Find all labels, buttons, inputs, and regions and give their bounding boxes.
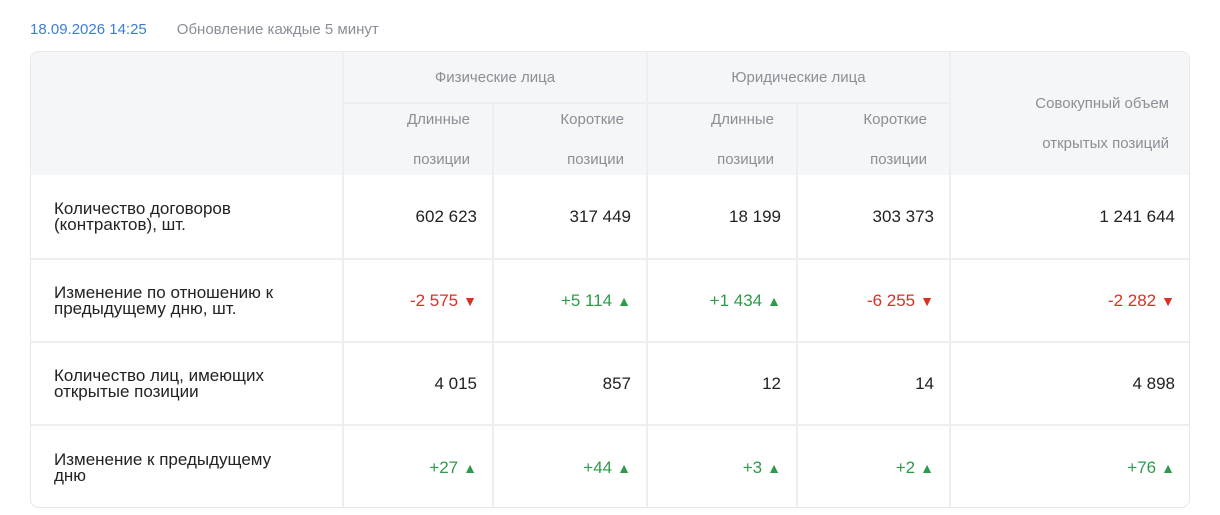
table-cell: 303 373 (798, 175, 949, 258)
table-cell: +44 ▲ (494, 426, 646, 507)
grid-divider (31, 258, 1189, 260)
row-label-line: Изменение к предыдущему (54, 449, 272, 469)
table-cell: +1 434 ▲ (648, 260, 796, 341)
cell-value: 18 199 (729, 206, 781, 226)
table-cell: +2 ▲ (798, 426, 949, 507)
table-cell: 12 (648, 343, 796, 424)
row-label-line: Количество лиц, имеющих (54, 365, 264, 385)
cell-value: 303 373 (872, 206, 934, 226)
triangle-up-icon: ▲ (463, 459, 477, 476)
grid-divider (342, 52, 344, 507)
table-cell: 1 241 644 (951, 175, 1189, 258)
cell-value: 602 623 (415, 206, 477, 226)
cell-value: 4 898 (1132, 373, 1175, 393)
column-header-label-line: Короткие (863, 110, 927, 128)
cell-value: -6 255 (866, 290, 916, 310)
grid-divider (31, 424, 1189, 426)
column-header-label-line: позиции (870, 150, 927, 168)
column-header-label-line: Короткие (560, 110, 624, 128)
triangle-up-icon: ▲ (1161, 459, 1175, 476)
table-cell: +27 ▲ (344, 426, 492, 507)
row-label-line: дню (54, 465, 87, 485)
column-header-label-line: открытых позиций (1042, 134, 1169, 152)
update-timestamp: 18.09.2026 14:25 (30, 20, 147, 38)
cell-value: +2 (895, 457, 916, 477)
table-cell: 18 199 (648, 175, 796, 258)
cell-value: +3 (742, 457, 763, 477)
grid-divider (344, 102, 949, 104)
column-header-individuals-short: Короткие позиции (494, 104, 646, 175)
table-cell: 857 (494, 343, 646, 424)
table-cell: +76 ▲ (951, 426, 1189, 507)
cell-value: 14 (915, 373, 934, 393)
triangle-down-icon: ▼ (920, 292, 934, 309)
header-line: 18.09.2026 14:25 Обновление каждые 5 мин… (30, 18, 379, 40)
table-cell: -6 255 ▼ (798, 260, 949, 341)
cell-value: +5 114 (560, 290, 613, 310)
table-cell: +3 ▲ (648, 426, 796, 507)
cell-value: 1 241 644 (1099, 206, 1175, 226)
column-header-label-line: позиции (413, 150, 470, 168)
cell-value: +76 (1127, 457, 1157, 477)
triangle-down-icon: ▼ (463, 292, 477, 309)
row-label-contracts-change: Изменение по отношению к предыдущему дню,… (31, 260, 342, 341)
cell-value: -2 575 (409, 290, 459, 310)
triangle-up-icon: ▲ (767, 292, 781, 309)
group-header-legal-label: Юридические лица (731, 68, 866, 86)
column-header-label-line: Длинные (711, 110, 774, 128)
group-header-individuals: Физические лица (344, 52, 646, 102)
table-cell: 4 015 (344, 343, 492, 424)
triangle-up-icon: ▲ (767, 459, 781, 476)
triangle-up-icon: ▲ (920, 459, 934, 476)
column-header-total: Совокупный объем открытых позиций (951, 52, 1189, 175)
triangle-up-icon: ▲ (617, 459, 631, 476)
column-header-label-line: Длинные (407, 110, 470, 128)
row-label-line: Изменение по отношению к (54, 282, 274, 302)
row-label-line: Количество договоров (54, 198, 231, 218)
table-cell: +5 114 ▲ (494, 260, 646, 341)
column-header-legal-short: Короткие позиции (798, 104, 949, 175)
row-label-holders: Количество лиц, имеющих открытые позиции (31, 343, 342, 424)
table-cell: -2 575 ▼ (344, 260, 492, 341)
cell-value: 317 449 (569, 206, 631, 226)
grid-divider (492, 102, 494, 507)
row-label-line: предыдущему дню, шт. (54, 298, 237, 318)
update-frequency-note: Обновление каждые 5 минут (176, 20, 379, 38)
open-positions-table: Физические лица Юридические лица Длинные… (30, 51, 1190, 508)
grid-divider (949, 52, 951, 507)
cell-value: 857 (602, 373, 631, 393)
table-cell: 317 449 (494, 175, 646, 258)
row-label-line: (контрактов), шт. (54, 214, 186, 234)
grid-divider (796, 102, 798, 507)
triangle-up-icon: ▲ (617, 292, 631, 309)
column-header-label-line: позиции (717, 150, 774, 168)
cell-value: +27 (429, 457, 459, 477)
cell-value: 4 015 (434, 373, 477, 393)
row-label-holders-change: Изменение к предыдущему дню (31, 426, 342, 507)
table-cell: 602 623 (344, 175, 492, 258)
group-header-legal: Юридические лица (648, 52, 949, 102)
table-cell: 14 (798, 343, 949, 424)
group-header-individuals-label: Физические лица (434, 68, 556, 86)
grid-divider (646, 52, 648, 507)
row-label-contracts: Количество договоров (контрактов), шт. (31, 175, 342, 258)
corner-header-cell (31, 52, 342, 175)
row-label-line: открытые позиции (54, 381, 199, 401)
cell-value: -2 282 (1107, 290, 1157, 310)
column-header-label-line: Совокупный объем (1035, 94, 1169, 112)
triangle-down-icon: ▼ (1161, 292, 1175, 309)
cell-value: +1 434 (709, 290, 763, 310)
cell-value: 12 (762, 373, 781, 393)
grid-divider (31, 341, 1189, 343)
cell-value: +44 (583, 457, 613, 477)
table-cell: -2 282 ▼ (951, 260, 1189, 341)
column-header-legal-long: Длинные позиции (648, 104, 796, 175)
column-header-individuals-long: Длинные позиции (344, 104, 492, 175)
column-header-label-line: позиции (567, 150, 624, 168)
table-cell: 4 898 (951, 343, 1189, 424)
